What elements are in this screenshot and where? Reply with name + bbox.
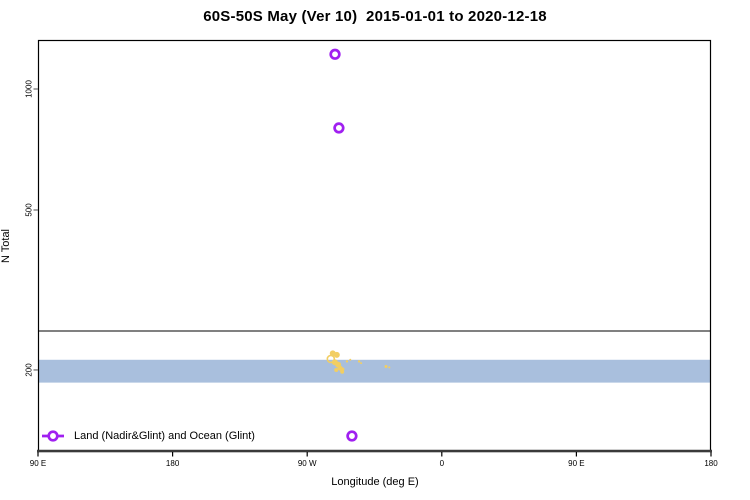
x-tick-label: 90 E — [29, 459, 47, 468]
cluster-point — [333, 351, 340, 358]
cluster-point — [384, 364, 388, 368]
x-tick-label: 180 — [165, 459, 180, 468]
y-tick-label: 500 — [24, 203, 34, 217]
chart-title: 60S-50S May (Ver 10) 2015-01-01 to 2020-… — [203, 8, 547, 25]
x-tick-label: 90 E — [568, 459, 585, 468]
outlier-point — [346, 430, 358, 442]
plot-border — [37, 39, 712, 453]
cluster-point — [340, 369, 345, 374]
cluster-point — [334, 367, 339, 372]
x-tick-label: 180 — [704, 459, 718, 468]
legend-marker-circle — [47, 430, 59, 442]
cluster-point — [345, 360, 349, 363]
x-tick-label: 90 W — [297, 459, 317, 468]
cluster-point — [341, 367, 345, 371]
outlier-point — [329, 48, 341, 60]
cluster-point — [357, 360, 361, 363]
requirement-band — [38, 359, 711, 383]
x-tick-label: 0 — [439, 459, 445, 468]
y-tick-label: 1000 — [24, 80, 34, 98]
cluster-point — [388, 366, 391, 369]
cluster-point — [349, 358, 352, 361]
y-tick-label: 200 — [24, 363, 34, 377]
cluster-point — [326, 354, 336, 364]
outlier-point — [333, 122, 345, 134]
cluster-point — [360, 362, 363, 365]
x-axis-title: Longitude (deg E) — [331, 476, 419, 488]
legend-label: Land (Nadir&Glint) and Ocean (Glint) — [74, 429, 255, 442]
